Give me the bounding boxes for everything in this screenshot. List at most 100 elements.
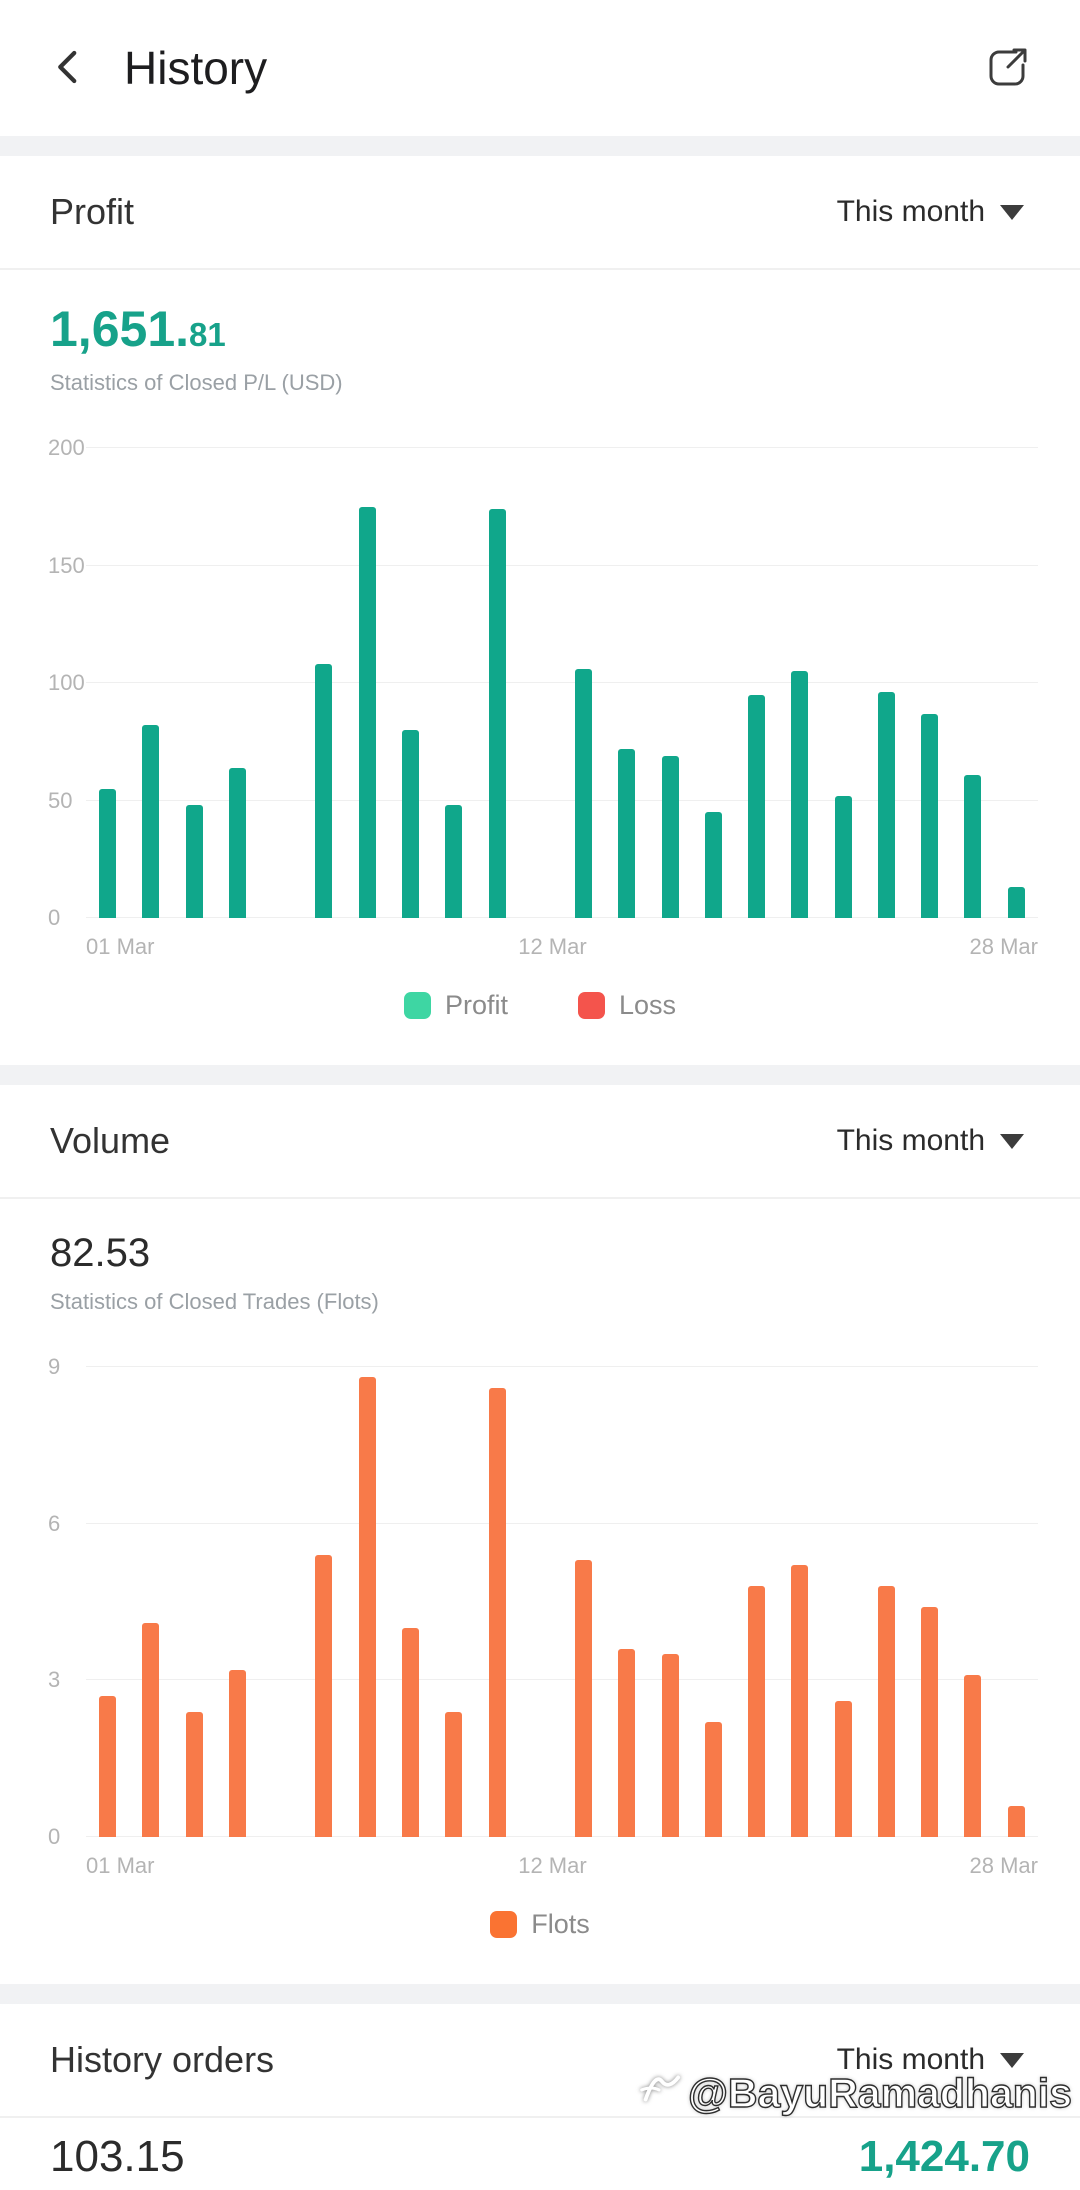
bar-rect [1007,1805,1025,1837]
bar [951,1367,994,1837]
profit-chart-x-axis: 01 Mar 12 Mar 28 Mar [86,918,1038,984]
bar-rect [488,509,506,918]
bar [648,448,691,918]
volume-section: Volume This month 82.53 Statistics of Cl… [0,1085,1080,1984]
bar-rect [964,774,982,918]
profit-section-header: Profit This month [0,156,1080,270]
history-orders-left-value: 103.15 [50,2132,185,2181]
bar [995,1367,1038,1837]
bar [908,448,951,918]
history-orders-period-dropdown[interactable]: This month [831,2042,1030,2078]
x-tick-label: 12 Mar [518,934,587,959]
volume-stat-block: 82.53 Statistics of Closed Trades (Flots… [0,1199,1080,1315]
bar [605,1367,648,1837]
chevron-down-icon [1000,204,1024,220]
bar-rect [228,767,246,918]
gridline [86,682,1038,683]
bar [86,448,129,918]
volume-chart-x-axis: 01 Mar 12 Mar 28 Mar [86,1837,1038,1903]
bar-rect [99,1696,117,1837]
bar [86,1367,129,1837]
volume-section-header: Volume This month [0,1085,1080,1199]
bar-rect [834,1701,852,1837]
gridline [86,1522,1038,1524]
chevron-down-icon [1000,2052,1024,2068]
bar-rect [315,1555,333,1837]
profit-section-title: Profit [50,191,135,232]
gridline [86,1679,1038,1681]
bar-rect [358,1377,376,1837]
bar-rect [834,795,852,918]
bar-rect [964,1675,982,1837]
bar-rect [618,1649,636,1837]
bar-rect [877,692,895,918]
gridline [86,1366,1038,1367]
history-orders-summary-row: 103.15 1,424.70 [0,2132,1080,2190]
legend-item: Loss [577,990,677,1021]
bar-rect [921,1607,939,1837]
legend-swatch-icon [403,992,431,1019]
y-tick-label: 150 [48,552,85,578]
volume-section-title: Volume [50,1120,171,1161]
gridline [86,564,1038,566]
bar [735,1367,778,1837]
bar [389,1367,432,1837]
x-tick-label: 12 Mar [518,1853,587,1878]
volume-bar-chart: 0 3 6 9 01 Mar 12 Mar 28 Mar [0,1354,1080,1903]
bar-rect [401,730,419,918]
profit-period-dropdown[interactable]: This month [831,194,1030,230]
bar [778,448,821,918]
bar-slot-empty [519,1367,562,1837]
bar [735,448,778,918]
bar [692,448,735,918]
bar [995,448,1038,918]
bar [346,448,389,918]
bar [951,448,994,918]
legend-label: Loss [618,990,677,1020]
y-tick-label: 200 [48,435,85,460]
history-orders-title: History orders [50,2039,275,2080]
gridline [86,447,1038,448]
profit-chart-legend: Profit Loss [0,984,1080,1065]
history-orders-right-value: 1,424.70 [858,2132,1030,2181]
bar [389,448,432,918]
history-orders-header: History orders This month [0,2004,1080,2118]
legend-item: Profit [403,990,508,1021]
bar-rect [445,1711,463,1837]
bar [173,1367,216,1837]
chevron-down-icon [1000,1133,1024,1149]
bar [822,448,865,918]
back-button[interactable] [40,38,98,99]
x-tick-label: 01 Mar [86,934,155,959]
bar [605,448,648,918]
bar-rect [315,664,333,918]
bar-rect [748,694,766,918]
y-tick-label: 9 [48,1354,61,1379]
profit-total-value: 1,651.81 [50,304,1030,354]
bar-rect [228,1669,246,1837]
profit-subtitle: Statistics of Closed P/L (USD) [50,370,343,395]
bar-rect [791,671,809,918]
bar [648,1367,691,1837]
x-tick-label: 01 Mar [86,1853,155,1878]
bar-slot-empty [259,1367,302,1837]
bar [216,448,259,918]
bar [346,1367,389,1837]
volume-subtitle: Statistics of Closed Trades (Flots) [50,1289,379,1314]
bar-rect [661,1654,679,1837]
section-separator [0,1065,1080,1085]
volume-period-dropdown[interactable]: This month [831,1123,1030,1159]
bar [432,448,475,918]
y-tick-label: 50 [48,787,73,813]
bar [778,1367,821,1837]
y-tick-label: 0 [48,905,61,930]
bar [865,448,908,918]
share-button[interactable] [976,35,1040,102]
legend-label: Flots [531,1909,590,1939]
bar-rect [618,748,636,918]
profit-bar-chart: 0 50 100 150 200 01 Mar 12 Mar 28 Mar [0,435,1080,984]
bar-rect [445,805,463,918]
volume-period-label: This month [836,1124,985,1157]
bar-rect [185,1711,203,1837]
bar-rect [1007,887,1025,918]
